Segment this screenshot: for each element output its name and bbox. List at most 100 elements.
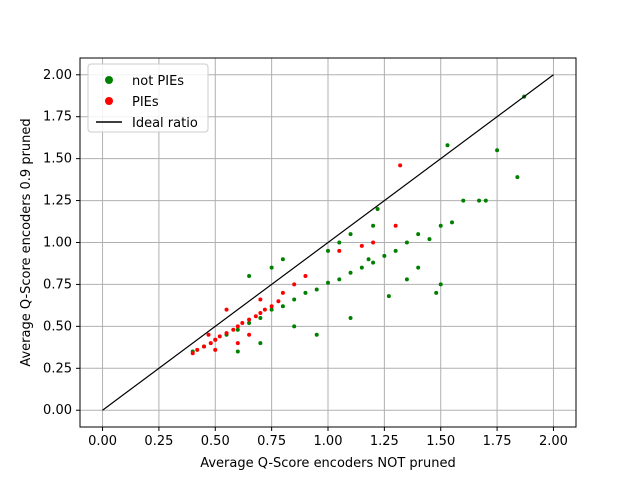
- pie-point: [337, 248, 342, 253]
- x-tick-label: 1.25: [370, 434, 399, 449]
- pie-point: [247, 332, 252, 337]
- pie-point: [393, 223, 398, 228]
- not-pie-point: [386, 294, 391, 299]
- not-pie-point: [269, 307, 274, 312]
- legend-dot-swatch: [105, 97, 113, 105]
- not-pie-point: [483, 198, 488, 203]
- legend-label: Ideal ratio: [132, 116, 198, 131]
- pie-point: [258, 310, 263, 315]
- not-pie-point: [280, 257, 285, 262]
- not-pie-point: [326, 280, 330, 285]
- legend-label: not PIEs: [132, 74, 184, 89]
- not-pie-point: [326, 248, 330, 253]
- not-pie-point: [393, 248, 398, 253]
- not-pie-point: [348, 315, 353, 320]
- not-pie-point: [359, 265, 364, 270]
- x-tick-label: 0.75: [257, 434, 286, 449]
- pie-point: [224, 331, 229, 336]
- not-pie-point: [258, 315, 263, 320]
- not-pie-point: [438, 282, 443, 287]
- y-tick-label: 0.00: [43, 403, 72, 418]
- not-pie-point: [445, 143, 450, 148]
- pie-point: [247, 317, 252, 322]
- not-pie-point: [337, 277, 342, 282]
- x-tick-label: 0.25: [144, 434, 173, 449]
- pie-point: [217, 334, 222, 339]
- x-axis-label: Average Q-Score encoders NOT pruned: [200, 456, 456, 471]
- x-tick-label: 2.00: [539, 434, 568, 449]
- y-tick-label: 0.50: [43, 319, 72, 334]
- not-pie-point: [235, 349, 240, 354]
- x-tick-label: 1.50: [426, 434, 455, 449]
- y-tick-label: 1.00: [43, 236, 72, 251]
- pie-point: [206, 332, 211, 337]
- ideal-ratio-line: [102, 74, 554, 411]
- not-pie-point: [515, 175, 520, 180]
- not-pie-point: [314, 287, 319, 292]
- not-pie-point: [348, 270, 353, 275]
- pie-point: [269, 304, 274, 309]
- pie-point: [202, 344, 206, 349]
- x-tick-label: 0.50: [201, 434, 230, 449]
- not-pie-point: [366, 257, 371, 262]
- pie-point: [208, 341, 213, 346]
- not-pie-point: [434, 290, 439, 295]
- pie-point: [276, 299, 281, 304]
- not-pie-point: [235, 327, 240, 332]
- pie-point: [195, 347, 200, 352]
- not-pie-point: [450, 220, 454, 225]
- y-tick-label: 1.50: [43, 152, 72, 167]
- pie-point: [371, 240, 376, 245]
- not-pie-point: [461, 198, 466, 203]
- not-pie-point: [269, 265, 274, 270]
- not-pie-point: [371, 260, 376, 265]
- not-pie-point: [477, 198, 482, 203]
- pie-point: [262, 307, 267, 312]
- pie-point: [258, 297, 263, 302]
- pie-point: [292, 282, 297, 287]
- pie-point: [253, 314, 258, 319]
- pie-point: [240, 321, 245, 326]
- y-tick-label: 1.25: [43, 194, 72, 209]
- not-pie-point: [314, 332, 319, 337]
- pie-point: [231, 327, 236, 332]
- not-pie-point: [438, 223, 443, 228]
- y-tick-label: 0.25: [43, 361, 72, 376]
- not-pie-point: [382, 253, 387, 258]
- not-pie-point: [303, 290, 308, 295]
- pie-point: [280, 290, 285, 295]
- x-tick-label: 0.00: [88, 434, 117, 449]
- not-pie-point: [258, 341, 263, 346]
- pie-point: [235, 324, 240, 329]
- axis-ticks: 0.00 0.25 0.50 0.75 1.00 1.25 1.50 1.75 2.00 0.00…: [43, 68, 568, 449]
- pie-point: [303, 274, 308, 279]
- y-tick-label: 2.00: [43, 68, 72, 83]
- x-tick-label: 1.00: [314, 434, 343, 449]
- not-pie-point: [427, 237, 432, 242]
- not-pie-point: [416, 232, 421, 237]
- legend-label: PIEs: [132, 95, 159, 110]
- not-pie-point: [404, 277, 409, 282]
- data-points: [102, 74, 554, 411]
- legend: not PIEs PIEs Ideal ratio: [87, 63, 209, 133]
- not-pie-point: [404, 240, 409, 245]
- legend-dot-swatch: [105, 76, 113, 84]
- not-pie-point: [495, 148, 500, 153]
- not-pie-point: [247, 321, 252, 326]
- not-pie-point: [280, 304, 285, 309]
- not-pie-point: [371, 223, 376, 228]
- not-pie-point: [416, 265, 421, 270]
- pie-point: [213, 337, 218, 342]
- not-pie-point: [292, 297, 297, 302]
- not-pie-point: [292, 324, 297, 329]
- not-pie-point: [375, 206, 380, 211]
- not-pie-point: [348, 232, 353, 237]
- y-tick-label: 0.75: [43, 277, 72, 292]
- pie-point: [190, 351, 195, 356]
- pie-point: [224, 307, 229, 312]
- pie-point: [359, 243, 364, 248]
- y-axis-label: Average Q-Score encoders 0.9 pruned: [19, 118, 34, 366]
- pie-point: [213, 347, 218, 352]
- not-pie-point: [247, 274, 252, 279]
